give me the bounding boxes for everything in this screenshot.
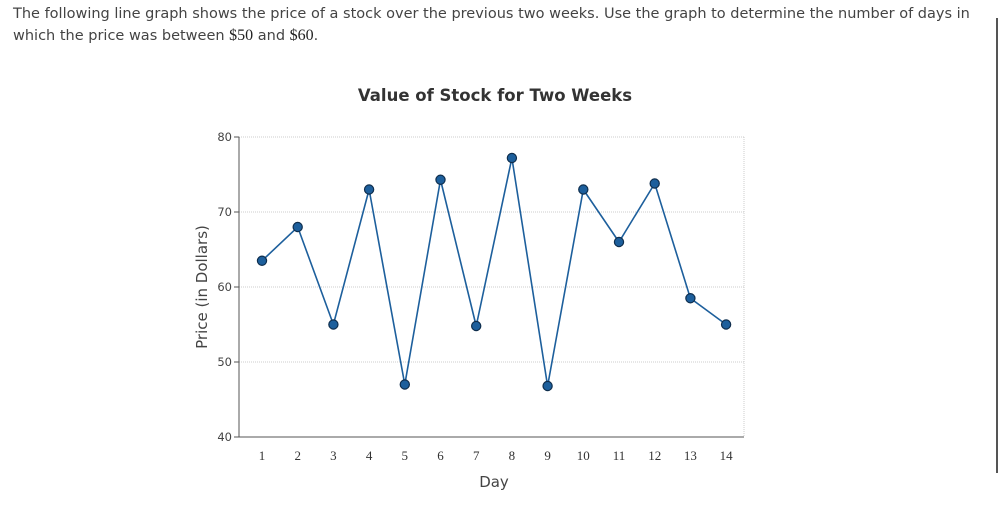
data-point xyxy=(506,152,518,164)
x-tick-label: 4 xyxy=(366,448,373,463)
x-tick-label: 12 xyxy=(648,448,661,463)
axes xyxy=(234,136,744,438)
data-point xyxy=(435,174,446,185)
x-tick-label: 10 xyxy=(577,448,590,463)
x-tick-label: 11 xyxy=(613,448,626,463)
data-point xyxy=(399,379,410,390)
x-tick-label: 13 xyxy=(684,448,697,463)
x-tick-label: 9 xyxy=(544,448,551,463)
question-part-2: and xyxy=(253,28,290,44)
data-point xyxy=(471,320,482,332)
question-part-1: The following line graph shows the price… xyxy=(13,6,970,44)
x-tick-label: 7 xyxy=(473,448,480,463)
y-tick-label: 40 xyxy=(217,430,232,444)
data-point xyxy=(328,319,339,330)
x-tick-label: 2 xyxy=(294,448,301,463)
grid-lines xyxy=(239,136,745,437)
data-point xyxy=(720,319,732,330)
x-axis-label: Day xyxy=(479,473,509,491)
data-point xyxy=(685,293,696,304)
data-point xyxy=(542,380,553,392)
question-part-3: . xyxy=(313,28,319,44)
series-line xyxy=(261,157,727,387)
data-point xyxy=(363,184,375,195)
data-point xyxy=(256,255,268,266)
x-tick-label: 14 xyxy=(720,448,734,463)
data-point xyxy=(649,178,660,189)
y-tick-label: 60 xyxy=(217,280,232,294)
money-lower: $50 xyxy=(229,27,254,44)
x-tick-label: 1 xyxy=(259,448,266,463)
y-tick-label: 70 xyxy=(217,205,232,219)
data-series xyxy=(256,152,732,392)
y-axis-label: Price (in Dollars) xyxy=(193,225,211,349)
chart-title: Value of Stock for Two Weeks xyxy=(358,86,632,105)
x-tick-label: 5 xyxy=(402,448,409,463)
scrollbar-edge xyxy=(996,18,998,473)
x-tick-label: 3 xyxy=(330,448,337,463)
money-upper: $60 xyxy=(289,27,314,44)
x-tick-label: 8 xyxy=(509,448,516,463)
y-tick-label: 80 xyxy=(217,130,232,144)
data-point xyxy=(292,221,303,233)
question-text: The following line graph shows the price… xyxy=(13,4,983,47)
y-tick-label: 50 xyxy=(217,355,232,369)
data-point xyxy=(578,184,589,195)
data-point xyxy=(613,236,625,248)
x-tick-label: 6 xyxy=(437,448,444,463)
